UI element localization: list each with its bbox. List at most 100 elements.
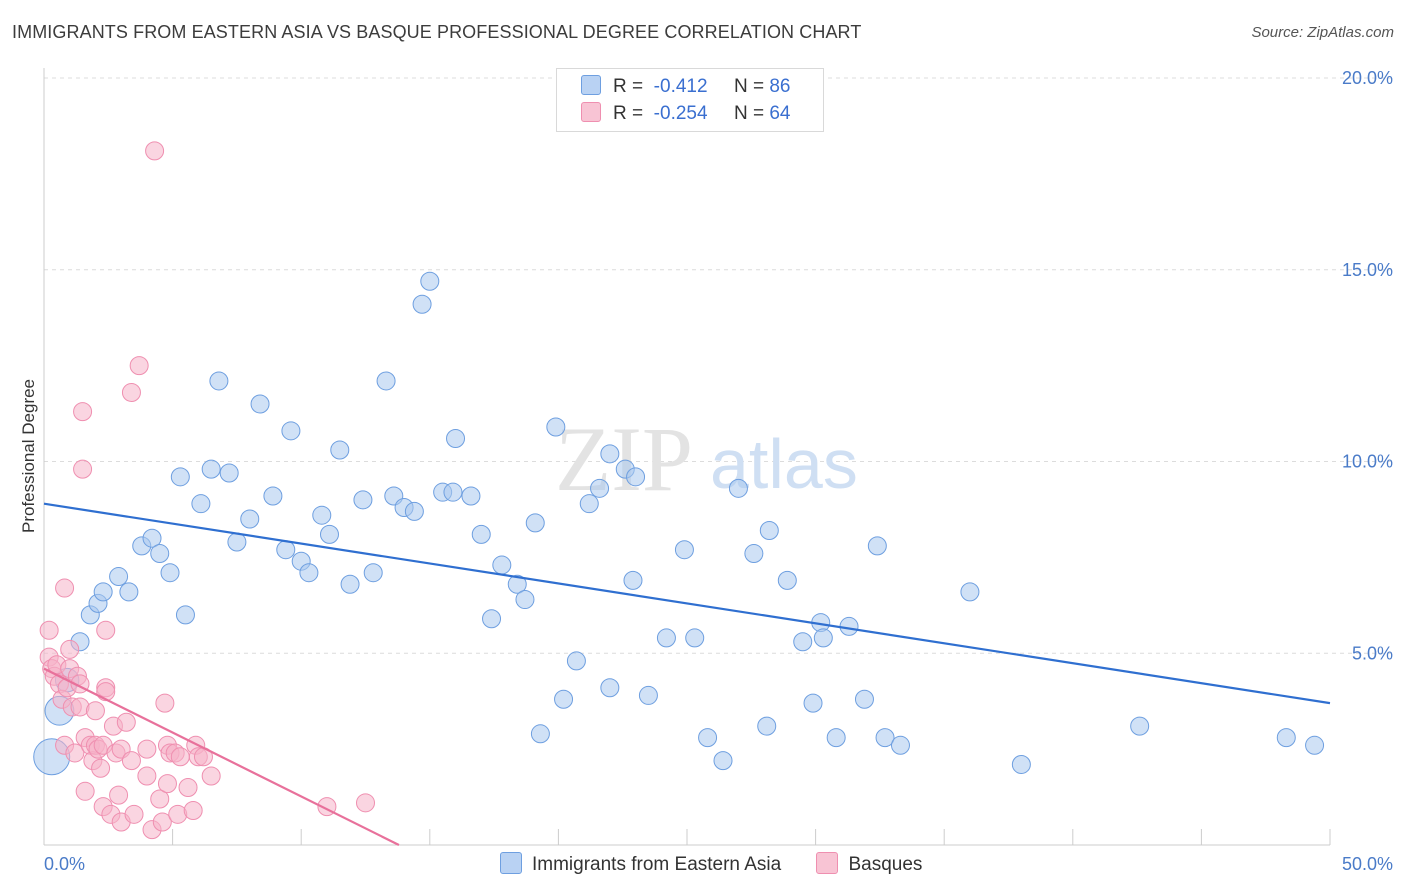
trend-line-basques (43, 667, 400, 846)
point-eastern-asia (638, 685, 658, 705)
point-eastern-asia (142, 528, 162, 548)
y-tick-label: 5.0% (1352, 643, 1393, 663)
series-legend: Immigrants from Eastern Asia Basques (500, 852, 952, 876)
x-tick-label: 50.0% (1342, 854, 1393, 874)
point-eastern-asia (471, 524, 491, 544)
legend-n-value: 64 (769, 103, 791, 124)
point-eastern-asia (276, 540, 296, 560)
watermark-zip: ZIP (555, 408, 693, 510)
point-eastern-asia (299, 563, 319, 583)
point-eastern-asia (340, 574, 360, 594)
point-eastern-asia (209, 371, 229, 391)
point-eastern-asia (600, 678, 620, 698)
series-label-eastern-asia: Immigrants from Eastern Asia (532, 854, 782, 875)
series-legend-eastern-asia[interactable]: Immigrants from Eastern Asia (500, 852, 781, 876)
point-basques (55, 578, 75, 598)
point-eastern-asia (412, 294, 432, 314)
point-basques (155, 693, 175, 713)
trend-lines (43, 502, 1331, 846)
point-eastern-asia (1130, 716, 1150, 736)
point-eastern-asia (175, 605, 195, 625)
point-eastern-asia (240, 509, 260, 529)
legend-swatch-pink (581, 102, 601, 122)
point-basques (96, 620, 116, 640)
point-basques (116, 712, 136, 732)
point-basques (356, 793, 375, 813)
point-eastern-asia (793, 632, 813, 652)
point-eastern-asia (376, 371, 396, 391)
point-eastern-asia (728, 478, 748, 498)
legend-r-label: R = (613, 103, 644, 124)
point-eastern-asia (191, 494, 211, 514)
point-basques (137, 766, 157, 786)
point-eastern-asia (443, 482, 463, 502)
legend-n-label: N = (733, 103, 765, 124)
point-eastern-asia (875, 728, 895, 748)
point-basques (201, 766, 221, 786)
point-eastern-asia (566, 651, 586, 671)
point-eastern-asia (263, 486, 283, 506)
series-legend-basques[interactable]: Basques (816, 852, 922, 876)
legend-row-eastern-asia: R = -0.412 N = 86 (581, 75, 790, 101)
point-eastern-asia (515, 590, 535, 610)
point-eastern-asia (890, 735, 910, 755)
point-eastern-asia (227, 532, 247, 552)
point-eastern-asia (698, 728, 718, 748)
point-eastern-asia (674, 540, 694, 560)
point-eastern-asia (744, 544, 764, 564)
point-eastern-asia (1305, 735, 1325, 755)
point-eastern-asia (759, 521, 779, 541)
point-eastern-asia (826, 728, 846, 748)
point-eastern-asia (813, 628, 833, 648)
legend-r-value: -0.412 (653, 76, 708, 97)
point-eastern-asia (160, 563, 180, 583)
point-eastern-asia (623, 570, 643, 590)
point-eastern-asia (119, 582, 139, 602)
point-eastern-asia (777, 570, 797, 590)
point-basques (157, 774, 177, 794)
legend-n-value: 86 (769, 76, 791, 97)
point-basques (109, 785, 129, 805)
point-eastern-asia (170, 467, 190, 487)
point-eastern-asia (803, 693, 823, 713)
point-basques (60, 639, 80, 659)
point-eastern-asia (839, 616, 859, 636)
point-eastern-asia (219, 463, 239, 483)
chart-title: IMMIGRANTS FROM EASTERN ASIA VS BASQUE P… (12, 22, 862, 42)
point-basques (91, 758, 111, 778)
point-eastern-asia (590, 478, 610, 498)
y-tick-label: 15.0% (1342, 260, 1393, 280)
point-eastern-asia (626, 467, 646, 487)
point-eastern-asia (757, 716, 777, 736)
point-eastern-asia (600, 444, 620, 464)
legend-r-label: R = (613, 76, 644, 97)
point-basques (145, 141, 165, 161)
point-eastern-asia (330, 440, 350, 460)
point-basques (65, 743, 85, 763)
point-basques (121, 382, 141, 402)
point-basques (170, 747, 190, 767)
series-swatch-blue (500, 852, 522, 874)
point-basques (73, 459, 93, 479)
axes (43, 68, 1331, 846)
point-eastern-asia (150, 544, 170, 564)
y-tick-label: 10.0% (1342, 452, 1393, 472)
point-basques (85, 701, 105, 721)
x-tick-label: 0.0% (44, 854, 85, 874)
point-eastern-asia (579, 494, 599, 514)
point-eastern-asia (404, 501, 424, 521)
point-eastern-asia (420, 271, 440, 291)
correlation-legend: R = -0.412 N = 86 R = -0.254 N = 64 (556, 68, 824, 132)
point-eastern-asia (685, 628, 705, 648)
point-basques (121, 751, 141, 771)
point-eastern-asia (353, 490, 373, 510)
point-eastern-asia (1011, 754, 1031, 774)
legend-row-basques: R = -0.254 N = 64 (581, 102, 790, 128)
point-eastern-asia (546, 417, 566, 437)
y-tick-label: 20.0% (1342, 68, 1393, 88)
point-eastern-asia (492, 555, 512, 575)
point-eastern-asia (656, 628, 676, 648)
point-eastern-asia (281, 421, 301, 441)
series-label-basques: Basques (848, 854, 923, 875)
